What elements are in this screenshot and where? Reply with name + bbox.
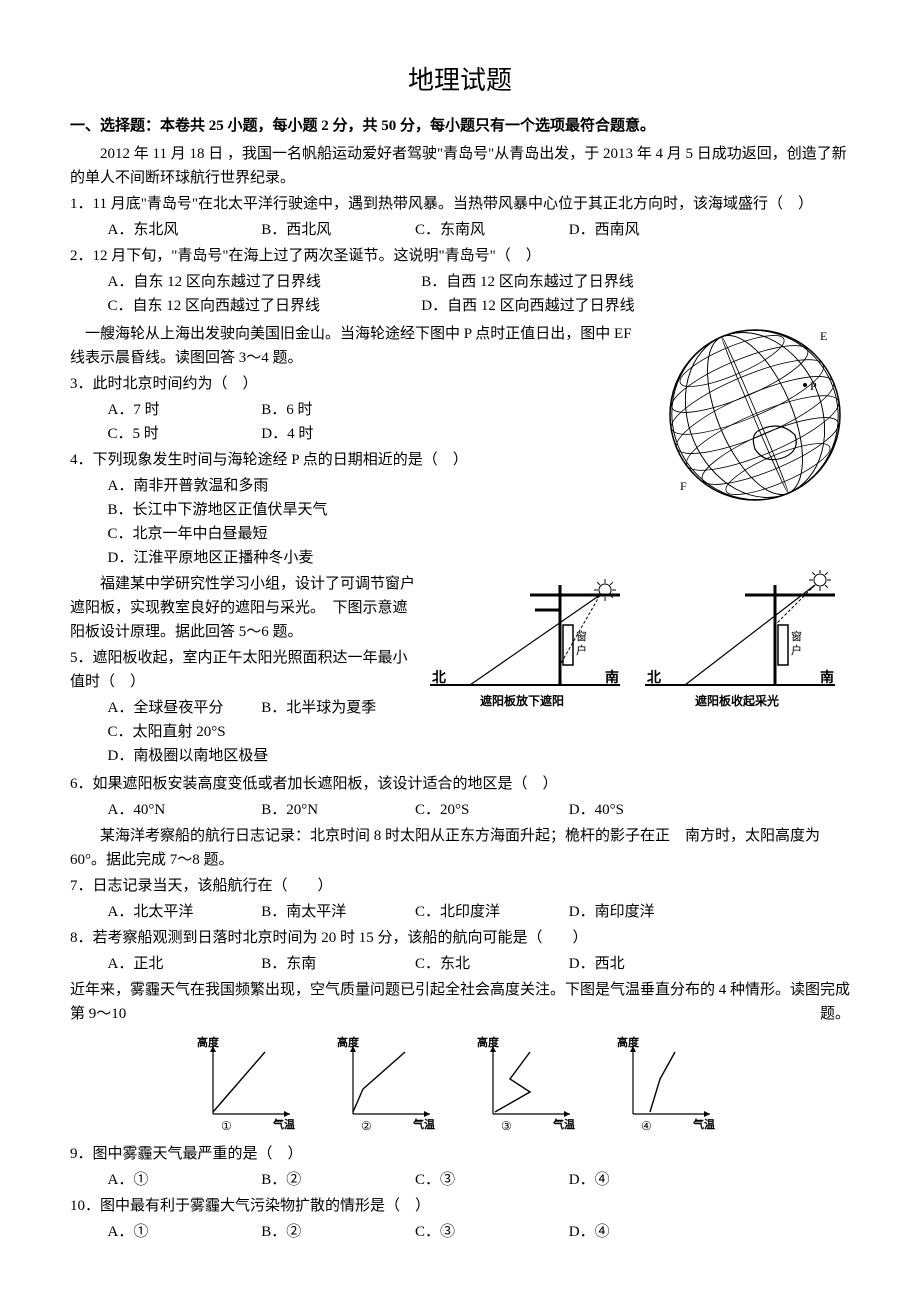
q8-opt-a: A．正北 xyxy=(108,952,248,976)
shade-diagram: 窗户北南遮阳板放下遮阳窗户北南遮阳板收起采光 xyxy=(430,570,850,728)
q9-opt-c: C．③ xyxy=(415,1168,555,1192)
q3-opt-b: B．6 时 xyxy=(261,398,401,422)
q2-opt-a: A．自东 12 区向东越过了日界线 xyxy=(108,270,408,294)
svg-text:高度: 高度 xyxy=(337,1035,360,1049)
svg-text:高度: 高度 xyxy=(477,1035,500,1049)
q2-opt-d: D．自西 12 区向西越过了日界线 xyxy=(421,294,721,318)
q5-opt-d: D．南极圈以南地区极昼 xyxy=(108,744,269,768)
q6-options: A．40°N B．20°N C．20°S D．40°S xyxy=(108,798,851,822)
q1-options: A．东北风 B．西北风 C．东南风 D．西南风 xyxy=(108,218,851,242)
svg-text:遮阳板收起采光: 遮阳板收起采光 xyxy=(695,693,779,708)
q10-opt-d: D．④ xyxy=(569,1220,709,1244)
q6-opt-c: C．20°S xyxy=(415,798,555,822)
svg-text:③: ③ xyxy=(501,1119,512,1133)
q9-opt-a: A．① xyxy=(108,1168,248,1192)
intro-q7-q8: 某海洋考察船的航行日志记录：北京时间 8 时太阳从正东方海面升起；桅杆的影子在正… xyxy=(70,824,850,872)
svg-text:北: 北 xyxy=(432,670,446,686)
q2-options: A．自东 12 区向东越过了日界线 B．自西 12 区向东越过了日界线 C．自东… xyxy=(108,270,851,318)
q1-opt-c: C．东南风 xyxy=(415,218,555,242)
svg-text:P: P xyxy=(810,379,817,393)
svg-text:户: 户 xyxy=(576,643,587,657)
q8-stem: 8．若考察船观测到日落时北京时间为 20 时 15 分，该船的航向可能是（ ） xyxy=(70,926,850,950)
q9-options: A．① B．② C．③ D．④ xyxy=(108,1168,851,1192)
q7-stem: 7．日志记录当天，该船航行在（ ） xyxy=(70,874,850,898)
intro-q1-q2: 2012 年 11 月 18 日 ，我国一名帆船运动爱好者驾驶"青岛号"从青岛出… xyxy=(70,142,850,190)
q10-opt-c: C．③ xyxy=(415,1220,555,1244)
q6-opt-b: B．20°N xyxy=(261,798,401,822)
svg-text:④: ④ xyxy=(641,1119,652,1133)
q9-opt-b: B．② xyxy=(261,1168,401,1192)
svg-text:气温: 气温 xyxy=(272,1117,295,1131)
q8-opt-d: D．西北 xyxy=(569,952,709,976)
svg-text:户: 户 xyxy=(791,643,802,657)
section-1-heading: 一、选择题：本卷共 25 小题，每小题 2 分，共 50 分，每小题只有一个选项… xyxy=(70,114,850,138)
svg-text:北: 北 xyxy=(647,670,661,686)
svg-text:①: ① xyxy=(221,1119,232,1133)
q2-opt-c: C．自东 12 区向西越过了日界线 xyxy=(108,294,408,318)
svg-text:高度: 高度 xyxy=(197,1035,220,1049)
q9-opt-d: D．④ xyxy=(569,1168,709,1192)
q2-stem: 2．12 月下旬，"青岛号"在海上过了两次圣诞节。这说明"青岛号"（ ） xyxy=(70,244,850,268)
q9-stem: 9．图中雾霾天气最严重的是（ ） xyxy=(70,1142,850,1166)
q1-opt-d: D．西南风 xyxy=(569,218,709,242)
svg-text:气温: 气温 xyxy=(552,1117,575,1131)
q7-options: A．北太平洋 B．南太平洋 C．北印度洋 D．南印度洋 xyxy=(108,900,851,924)
q8-opt-c: C．东北 xyxy=(415,952,555,976)
q6-opt-d: D．40°S xyxy=(569,798,709,822)
q8-opt-b: B．东南 xyxy=(261,952,401,976)
svg-text:窗: 窗 xyxy=(576,629,587,643)
q3-opt-c: C．5 时 xyxy=(108,422,248,446)
q7-opt-b: B．南太平洋 xyxy=(261,900,401,924)
q8-options: A．正北 B．东南 C．东北 D．西北 xyxy=(108,952,851,976)
q1-opt-a: A．东北风 xyxy=(108,218,248,242)
q3-opt-d: D．4 时 xyxy=(261,422,401,446)
q2-opt-b: B．自西 12 区向东越过了日界线 xyxy=(421,270,721,294)
svg-text:南: 南 xyxy=(605,669,619,686)
q10-opt-b: B．② xyxy=(261,1220,401,1244)
q4-opt-c: C．北京一年中白昼最短 xyxy=(108,522,851,546)
q1-opt-b: B．西北风 xyxy=(261,218,401,242)
intro-q9-q10-b: 题。 xyxy=(820,1002,850,1026)
q1-stem: 1．11 月底"青岛号"在北太平洋行驶途中，遇到热带风暴。当热带风暴中心位于其正… xyxy=(70,192,850,216)
svg-text:南: 南 xyxy=(820,669,834,686)
svg-text:高度: 高度 xyxy=(617,1035,640,1049)
svg-text:遮阳板放下遮阳: 遮阳板放下遮阳 xyxy=(480,693,564,708)
q10-options: A．① B．② C．③ D．④ xyxy=(108,1220,851,1244)
q7-opt-d: D．南印度洋 xyxy=(569,900,709,924)
temp-graphs: 高度气温 ① 高度气温 ② 高度气温 ③ 高度气温 ④ xyxy=(70,1034,850,1134)
svg-text:F: F xyxy=(680,479,687,493)
page-title: 地理试题 xyxy=(70,60,850,102)
q6-stem: 6．如果遮阳板安装高度变低或者加长遮阳板，该设计适合的地区是（ ） xyxy=(70,772,850,796)
svg-text:E: E xyxy=(820,329,827,343)
q6-opt-a: A．40°N xyxy=(108,798,248,822)
q10-opt-a: A．① xyxy=(108,1220,248,1244)
svg-text:窗: 窗 xyxy=(791,629,802,643)
q4-opt-d: D．江淮平原地区正播种冬小麦 xyxy=(108,546,851,570)
q7-opt-a: A．北太平洋 xyxy=(108,900,248,924)
q3-opt-a: A．7 时 xyxy=(108,398,248,422)
q10-stem: 10．图中最有利于雾霾大气污染物扩散的情形是（ ） xyxy=(70,1194,850,1218)
q5-opt-c: C．太阳直射 20°S xyxy=(108,720,248,744)
q7-opt-c: C．北印度洋 xyxy=(415,900,555,924)
svg-text:气温: 气温 xyxy=(412,1117,435,1131)
svg-text:②: ② xyxy=(361,1119,372,1133)
globe-diagram: E F P xyxy=(660,320,850,518)
intro-q9-q10-a: 近年来，雾霾天气在我国频繁出现，空气质量问题已引起全社会高度关注。下图是气温垂直… xyxy=(70,982,850,1022)
q5-opt-a: A．全球昼夜平分 xyxy=(108,696,248,720)
q5-opt-b: B．北半球为夏季 xyxy=(261,696,401,720)
svg-text:气温: 气温 xyxy=(692,1117,715,1131)
